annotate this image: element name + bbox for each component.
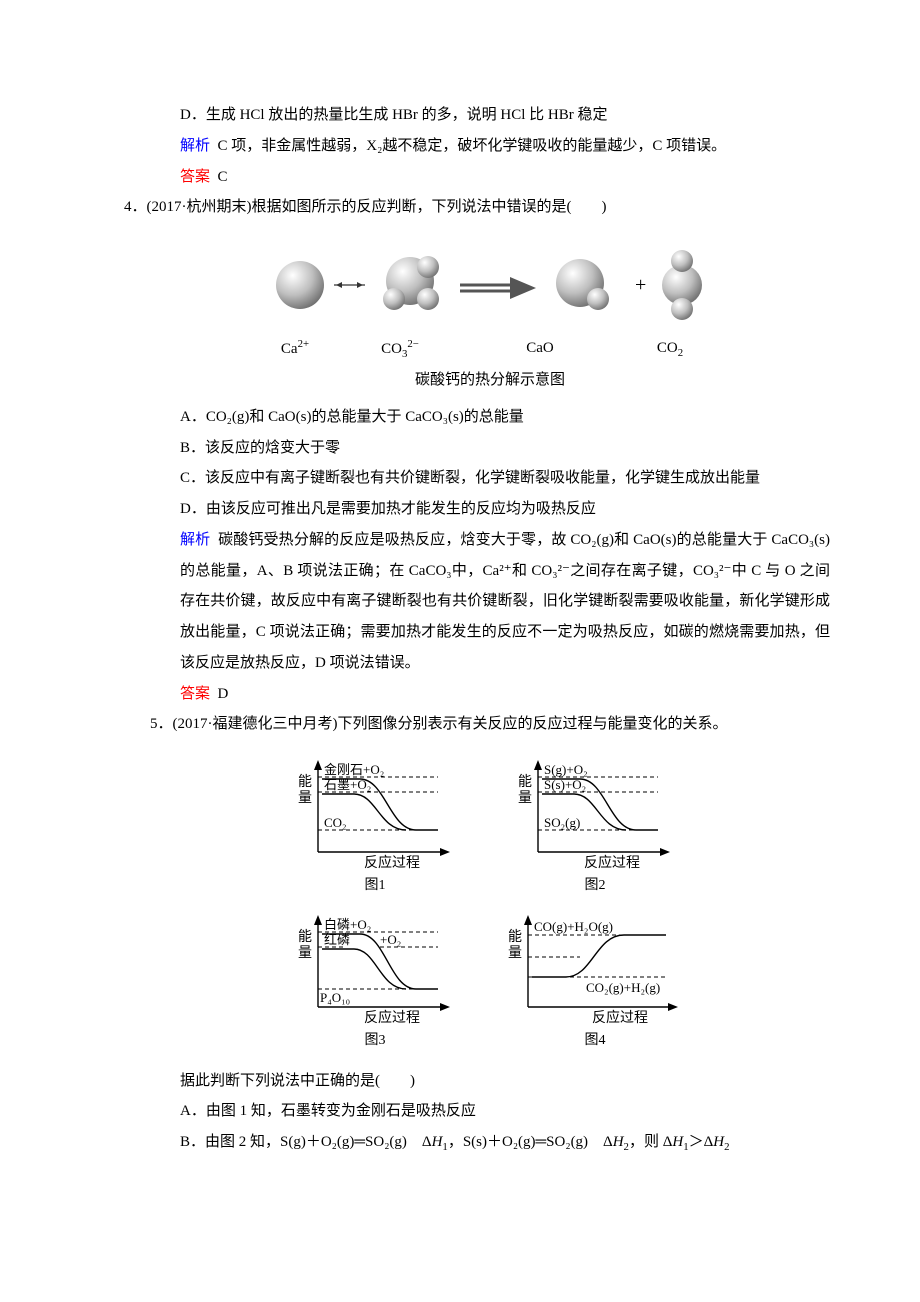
svg-text:+O₂: +O₂ — [380, 932, 401, 947]
svg-text:反应过程: 反应过程 — [364, 1009, 420, 1025]
fig-label-cao: CaO — [460, 333, 620, 365]
svg-text:能: 能 — [298, 929, 312, 945]
svg-text:反应过程: 反应过程 — [584, 854, 640, 870]
q4-option-c: C．该反应中有离子键断裂也有共价键断裂，化学键断裂吸收能量，化学键生成放出能量 — [150, 463, 830, 494]
svg-text:+: + — [635, 274, 646, 296]
chart-3: 能 量 白磷+O₂ 红磷 +O₂ P₄O₁₀ — [290, 907, 460, 1056]
q4-answer: 答案 D — [150, 679, 830, 710]
svg-text:量: 量 — [298, 945, 312, 961]
svg-text:反应过程: 反应过程 — [592, 1009, 648, 1025]
q4-figure: + Ca2+ CO32− CaO CO2 碳酸钙的热分解示意图 — [150, 237, 830, 396]
svg-text:量: 量 — [508, 945, 522, 961]
chart-1: 能 量 金刚石+O₂ 石墨+O₂ CO₂ 反应 — [290, 752, 460, 901]
q5-post: 据此判断下列说法中正确的是( ) — [150, 1066, 830, 1097]
q5-b-p2: ＞Δ — [689, 1134, 714, 1150]
chart-2: 能 量 S(g)+O₂ S(s)+O₂ SO₂(g) — [500, 752, 690, 901]
svg-text:能: 能 — [508, 929, 522, 945]
q4-jiexi: 解析 碳酸钙受热分解的反应是吸热反应，焓变大于零，故 CO₂(g)和 CaO(s… — [150, 525, 830, 679]
q4-option-d: D．由该反应可推出凡是需要加热才能发生的反应均为吸热反应 — [150, 494, 830, 525]
decomposition-diagram-icon: + — [250, 237, 730, 333]
q4-daan: D — [218, 686, 229, 702]
svg-text:金刚石+O₂: 金刚石+O₂ — [324, 762, 384, 777]
q4-option-b: B．该反应的焓变大于零 — [150, 433, 830, 464]
q5-option-b: B．由图 2 知，S(g)＋O₂(g)═SO₂(g) ΔH1，S(s)＋O₂(g… — [150, 1127, 830, 1158]
daan-label: 答案 — [180, 686, 210, 702]
chart3-caption: 图3 — [290, 1027, 460, 1056]
q4-stem: 4．(2017·杭州期末)根据如图所示的反应判断，下列说法中错误的是( ) — [150, 192, 830, 223]
svg-text:量: 量 — [298, 790, 312, 806]
svg-text:CO₂(g)+H₂(g): CO₂(g)+H₂(g) — [586, 980, 660, 995]
svg-text:S(g)+O₂: S(g)+O₂ — [544, 762, 588, 777]
q4-stem-text: 4．(2017·杭州期末)根据如图所示的反应判断，下列说法中错误的是( ) — [150, 192, 606, 223]
document-page: D．生成 HCl 放出的热量比生成 HBr 的多，说明 HCl 比 HBr 稳定… — [0, 0, 920, 1302]
svg-text:CO(g)+H₂O(g): CO(g)+H₂O(g) — [534, 919, 613, 934]
jiexi-label: 解析 — [180, 532, 210, 548]
svg-text:CO₂: CO₂ — [324, 815, 347, 830]
q5-b-pre: B．由图 2 知，S(g)＋O₂(g)═SO₂(g) Δ — [180, 1134, 432, 1150]
chart1-caption: 图1 — [290, 872, 460, 901]
chart-4: 能 量 CO(g)+H₂O(g) CO₂(g)+H₂(g) 反应过程 — [500, 907, 690, 1056]
chart2-caption: 图2 — [500, 872, 690, 901]
q3-answer: 答案 C — [150, 162, 830, 193]
q5-b-mid: ，S(s)＋O₂(g)═SO₂(g) Δ — [448, 1134, 613, 1150]
svg-text:P₄O₁₀: P₄O₁₀ — [320, 990, 350, 1005]
svg-text:白磷+O₂: 白磷+O₂ — [324, 917, 371, 932]
q4-jiexi-text: 碳酸钙受热分解的反应是吸热反应，焓变大于零，故 CO₂(g)和 CaO(s)的总… — [180, 532, 830, 671]
svg-text:反应过程: 反应过程 — [364, 854, 420, 870]
q5-stem-text: 5．(2017·福建德化三中月考)下列图像分别表示有关反应的反应过程与能量变化的… — [150, 716, 728, 732]
q5-charts: 能 量 金刚石+O₂ 石墨+O₂ CO₂ 反应 — [150, 752, 830, 1055]
q5-b-p1: ，则 Δ — [629, 1134, 672, 1150]
q3-daan: C — [218, 169, 228, 185]
fig-label-co3: CO32− — [340, 333, 460, 365]
q3-option-d: D．生成 HCl 放出的热量比生成 HBr 的多，说明 HCl 比 HBr 稳定 — [150, 100, 830, 131]
daan-label: 答案 — [180, 169, 210, 185]
q5-stem: 5．(2017·福建德化三中月考)下列图像分别表示有关反应的反应过程与能量变化的… — [150, 709, 830, 740]
svg-text:能: 能 — [298, 774, 312, 790]
chart4-caption: 图4 — [500, 1027, 690, 1056]
svg-text:量: 量 — [518, 790, 532, 806]
q5-option-a: A．由图 1 知，石墨转变为金刚石是吸热反应 — [150, 1096, 830, 1127]
fig-caption: 碳酸钙的热分解示意图 — [150, 365, 830, 396]
fig-label-co2: CO2 — [620, 333, 720, 365]
q4-option-a: A．CO₂(g)和 CaO(s)的总能量大于 CaCO₃(s)的总能量 — [150, 402, 830, 433]
fig-label-ca: Ca2+ — [250, 333, 340, 365]
svg-text:能: 能 — [518, 774, 532, 790]
q3-jiexi-text: C 项，非金属性越弱，X₂越不稳定，破坏化学键吸收的能量越少，C 项错误。 — [218, 138, 727, 154]
jiexi-label: 解析 — [180, 138, 210, 154]
q3-jiexi: 解析 C 项，非金属性越弱，X₂越不稳定，破坏化学键吸收的能量越少，C 项错误。 — [150, 131, 830, 162]
svg-text:SO₂(g): SO₂(g) — [544, 815, 580, 830]
